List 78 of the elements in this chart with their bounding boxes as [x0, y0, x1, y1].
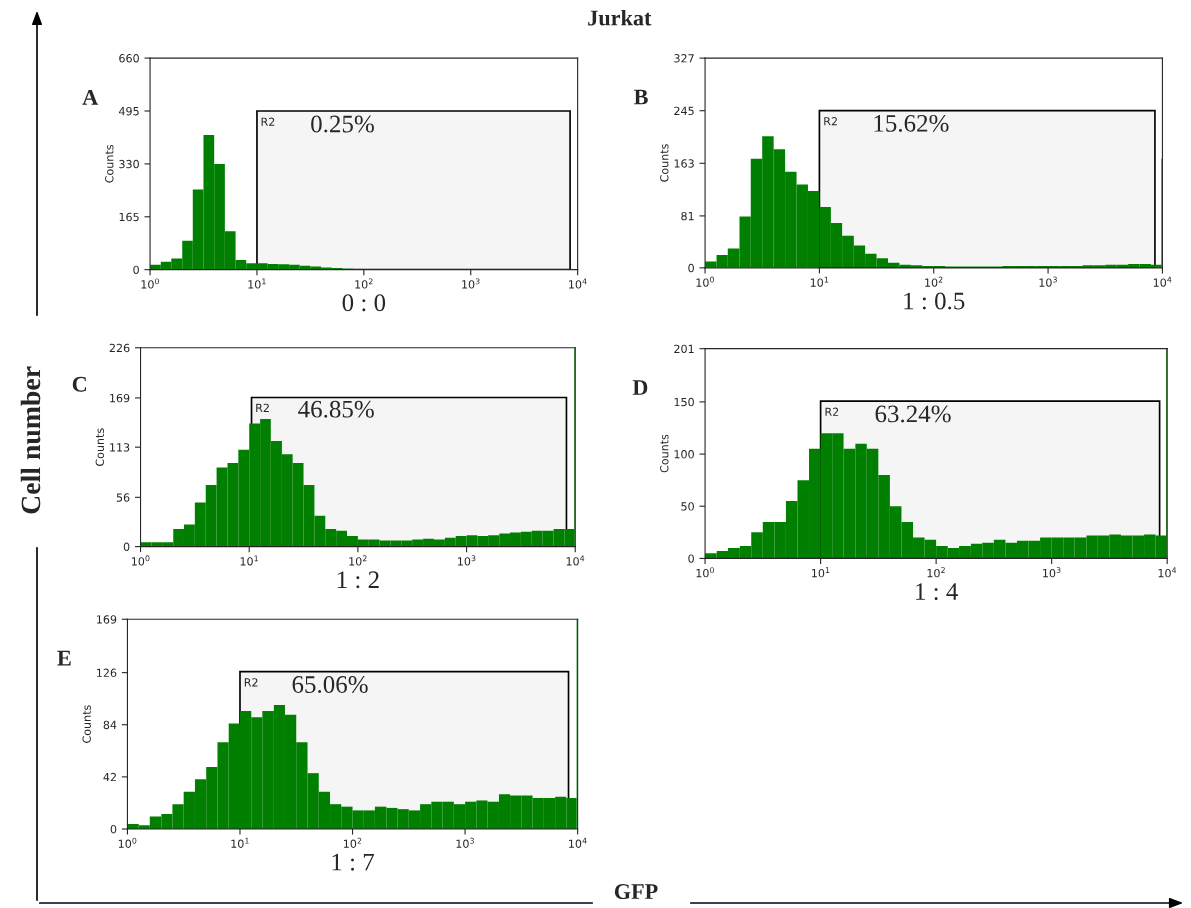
text: D — [632, 380, 648, 395]
band-label: R2 — [824, 117, 837, 126]
text: Jurkat — [588, 9, 652, 26]
x-tick-label: 10$^{2}$ — [349, 555, 367, 566]
x-tick-label: 10$^{1}$ — [231, 837, 249, 848]
x-tick-label: 10$^{4}$ — [1158, 567, 1177, 578]
x-tick-label: 10$^{3}$ — [456, 837, 474, 848]
y-tick-label: 165 — [119, 212, 139, 222]
y-tick-label: 0 — [133, 265, 139, 275]
x-axis-title: 1 : 2 — [337, 571, 379, 589]
y-tick-label: 42 — [103, 772, 116, 782]
y-tick-label: 0 — [110, 824, 117, 834]
y-tick-label: 113 — [110, 443, 130, 452]
x-tick-label: 10$^{2}$ — [927, 567, 945, 578]
y-tick-label: 660 — [119, 54, 139, 63]
x-tick-label: 10$^{1}$ — [248, 278, 266, 289]
x-tick-label: 10$^{0}$ — [141, 278, 159, 289]
x-tick-label: 10$^{1}$ — [240, 555, 258, 566]
x-tick-label: 10$^{2}$ — [343, 837, 362, 848]
band-label: R2 — [244, 678, 258, 687]
x-tick-label: 10$^{3}$ — [458, 555, 476, 566]
y-tick-label: 56 — [116, 493, 130, 502]
text: GFP — [614, 884, 658, 900]
y-tick-label: 169 — [110, 393, 130, 403]
text: A — [82, 89, 99, 105]
text: E — [57, 650, 71, 666]
band-label: R2 — [261, 117, 275, 126]
annotation: 63.24% — [875, 405, 951, 423]
annotation: 15.62% — [874, 114, 949, 132]
annotation: 46.85% — [298, 400, 374, 418]
y-tick-label: 81 — [681, 211, 694, 221]
y-tick-label: 50 — [681, 502, 694, 511]
x-tick-label: 10$^{4}$ — [569, 837, 587, 848]
text: Cell number — [20, 366, 41, 514]
y-axis-title: Counts — [105, 145, 114, 183]
x-tick-label: 10$^{0}$ — [696, 567, 714, 578]
x-tick-label: 10$^{4}$ — [1153, 276, 1172, 287]
x-axis-title: 1 : 7 — [332, 853, 375, 871]
band-label: R2 — [825, 407, 839, 416]
y-tick-label: 126 — [97, 668, 117, 677]
x-axis-title: 0 : 0 — [342, 294, 386, 312]
y-axis-title: Counts — [660, 434, 669, 473]
x-tick-label: 10$^{0}$ — [131, 555, 150, 566]
x-tick-label: 10$^{3}$ — [462, 278, 480, 289]
annotation: 65.06% — [292, 676, 368, 694]
x-tick-label: 10$^{1}$ — [812, 567, 830, 578]
x-tick-label: 10$^{4}$ — [566, 555, 585, 566]
annotation: 0.25% — [311, 115, 374, 133]
y-tick-label: 169 — [97, 615, 117, 624]
y-axis-title: Counts — [660, 144, 669, 182]
text: C — [72, 376, 87, 392]
x-tick-label: 10$^{3}$ — [1043, 567, 1061, 578]
y-tick-label: 330 — [119, 159, 139, 169]
band-label: R2 — [256, 403, 269, 412]
y-tick-label: 201 — [674, 344, 694, 354]
y-axis-title: Counts — [82, 705, 91, 743]
x-tick-label: 10$^{4}$ — [569, 278, 587, 289]
x-tick-label: 10$^{2}$ — [355, 278, 373, 289]
y-tick-label: 163 — [674, 159, 694, 168]
x-tick-label: 10$^{3}$ — [1039, 276, 1057, 287]
y-tick-label: 0 — [688, 554, 694, 563]
text: B — [634, 89, 648, 105]
y-tick-label: 100 — [674, 450, 694, 459]
x-axis-title: 1 : 4 — [916, 583, 958, 601]
y-tick-label: 84 — [103, 720, 117, 730]
y-tick-label: 245 — [674, 106, 694, 116]
y-tick-label: 495 — [118, 106, 139, 116]
y-axis-title: Counts — [95, 428, 104, 466]
x-tick-label: 10$^{0}$ — [118, 837, 137, 848]
y-tick-label: 226 — [109, 343, 130, 353]
y-tick-label: 327 — [674, 54, 694, 63]
x-axis-title: 1 : 0.5 — [904, 292, 965, 310]
x-tick-label: 10$^{0}$ — [696, 276, 714, 287]
y-tick-label: 150 — [674, 397, 694, 407]
x-tick-label: 10$^{1}$ — [810, 276, 829, 287]
y-tick-label: 0 — [123, 542, 130, 551]
x-tick-label: 10$^{2}$ — [925, 276, 943, 287]
y-tick-label: 0 — [688, 263, 694, 273]
